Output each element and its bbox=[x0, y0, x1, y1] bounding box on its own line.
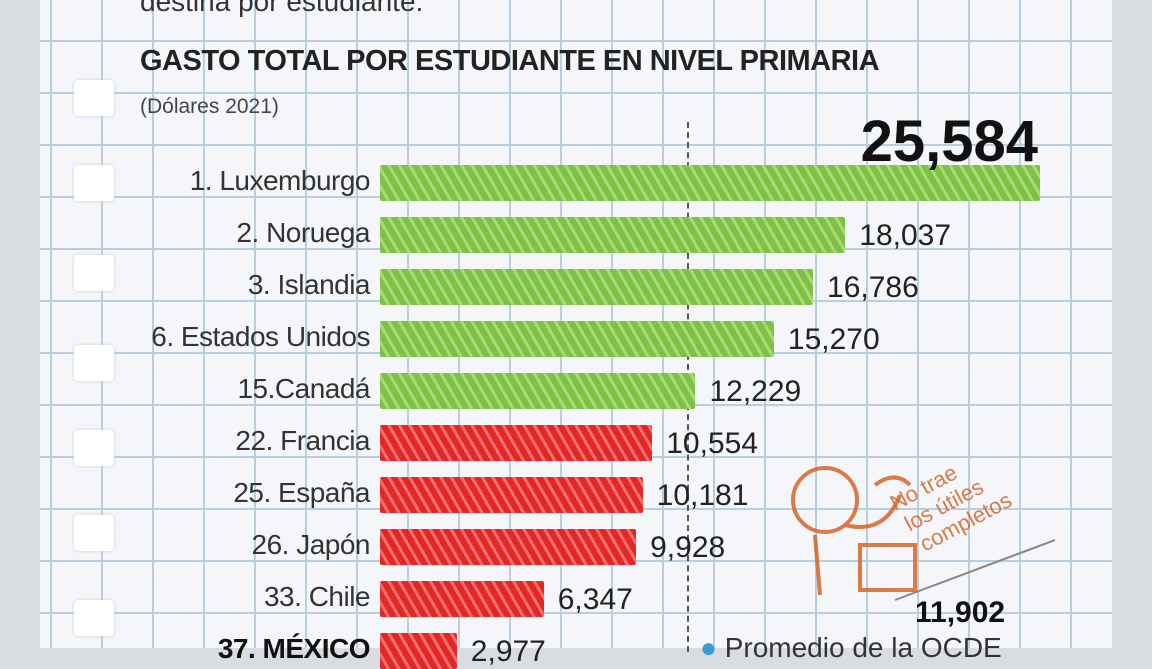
category-label: 37. MÉXICO bbox=[217, 633, 371, 664]
category-label: 6. Estados Unidos bbox=[151, 321, 370, 352]
oecd-average-value: 11,902 bbox=[915, 596, 1006, 629]
notebook-hole bbox=[74, 430, 114, 466]
value-label: 2,977 bbox=[470, 635, 546, 668]
category-label: 25. España bbox=[233, 477, 370, 508]
bar bbox=[380, 269, 814, 305]
value-label: 12,229 bbox=[709, 375, 802, 408]
stamp-student-icon: No trae los útiles completos bbox=[791, 460, 1055, 601]
category-label: 15.Canadá bbox=[237, 373, 370, 404]
category-label: 33. Chile bbox=[263, 581, 371, 612]
bar bbox=[380, 529, 637, 565]
bar bbox=[380, 373, 696, 409]
value-label: 18,037 bbox=[859, 219, 952, 252]
value-label: 10,554 bbox=[666, 427, 759, 460]
bar bbox=[380, 321, 774, 357]
notebook-hole bbox=[74, 600, 114, 636]
bar bbox=[380, 477, 643, 513]
value-label: 16,786 bbox=[827, 271, 919, 304]
value-label: 9,928 bbox=[650, 531, 726, 564]
bar bbox=[380, 165, 1040, 201]
notebook-hole bbox=[74, 165, 114, 201]
notebook-hole bbox=[74, 515, 114, 551]
bar bbox=[380, 217, 846, 253]
category-label: 2. Noruega bbox=[236, 217, 370, 248]
bar bbox=[380, 633, 457, 669]
chart-title: GASTO TOTAL POR ESTUDIANTE EN NIVEL PRIM… bbox=[140, 45, 880, 77]
value-label: 6,347 bbox=[557, 583, 633, 616]
notebook-hole bbox=[74, 345, 114, 381]
category-label: 26. Japón bbox=[251, 529, 371, 560]
chart-subtitle: (Dólares 2021) bbox=[140, 95, 279, 118]
oecd-average-label: ● Promedio de la OCDE bbox=[700, 632, 1002, 664]
value-label: 15,270 bbox=[787, 323, 880, 356]
bar bbox=[380, 425, 653, 461]
value-label-top: 25,584 bbox=[860, 109, 1038, 174]
category-label: 1. Luxemburgo bbox=[189, 165, 371, 196]
notebook-hole bbox=[74, 255, 114, 291]
bar bbox=[380, 581, 544, 617]
value-label: 10,181 bbox=[656, 479, 749, 512]
notebook-hole bbox=[74, 80, 114, 116]
category-label: 3. Islandia bbox=[247, 269, 371, 300]
category-label: 22. Francia bbox=[235, 425, 370, 456]
intro-text: destina por estudiante. bbox=[140, 0, 424, 17]
